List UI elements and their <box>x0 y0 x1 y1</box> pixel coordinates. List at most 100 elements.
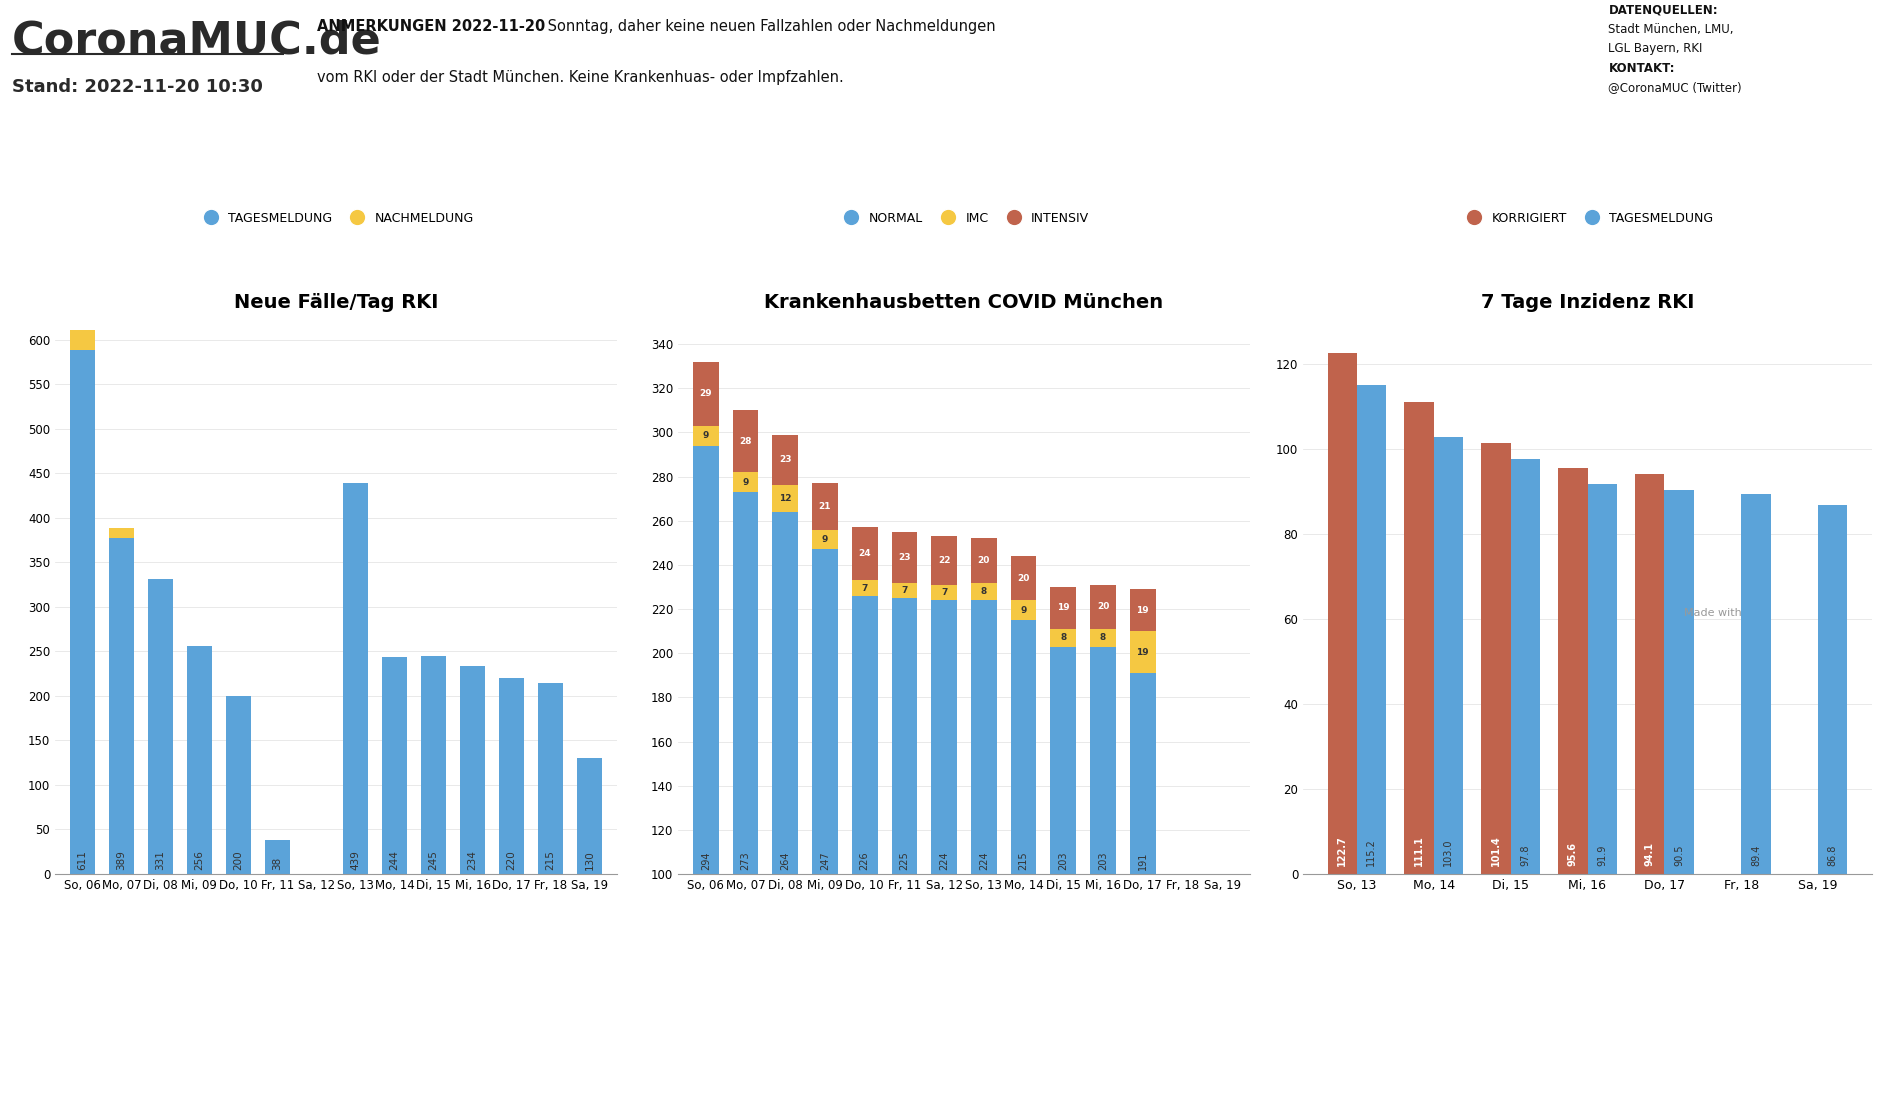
Bar <box>693 361 719 426</box>
Text: ANMERKUNGEN 2022-11-20: ANMERKUNGEN 2022-11-20 <box>318 19 546 34</box>
Text: 264: 264 <box>781 851 790 870</box>
Text: 7: 7 <box>862 584 868 593</box>
Title: 7 Tage Inzidenz RKI: 7 Tage Inzidenz RKI <box>1481 294 1694 312</box>
Text: 439: 439 <box>350 850 361 870</box>
Text: 611: 611 <box>77 850 87 870</box>
Text: 21: 21 <box>819 502 832 510</box>
Text: NORMAL    IMC    INTENSIV: NORMAL IMC INTENSIV <box>1033 208 1163 218</box>
Text: AKTUELL INFIZIERTE*: AKTUELL INFIZIERTE* <box>721 115 847 125</box>
Bar <box>971 583 997 600</box>
Bar <box>70 349 94 874</box>
Text: 38: 38 <box>273 856 282 870</box>
Bar <box>1090 629 1116 646</box>
Text: 2.748: 2.748 <box>726 145 841 178</box>
Text: 273: 273 <box>740 851 751 870</box>
Text: 89.4: 89.4 <box>1750 844 1762 865</box>
Bar <box>186 646 213 874</box>
Text: 12: 12 <box>779 494 792 503</box>
Text: 0,83: 0,83 <box>1366 145 1457 178</box>
Text: 244: 244 <box>390 850 399 870</box>
Text: 23: 23 <box>898 553 911 562</box>
Text: 122.7: 122.7 <box>1338 835 1348 865</box>
Text: INZIDENZ RKI: INZIDENZ RKI <box>1684 115 1765 125</box>
Text: 86.8: 86.8 <box>1827 844 1839 865</box>
Text: 245: 245 <box>429 850 439 870</box>
Text: Di-Sa, nicht nach: Di-Sa, nicht nach <box>1683 208 1767 218</box>
Bar <box>382 657 407 874</box>
Bar <box>853 596 877 874</box>
Bar <box>1011 600 1037 620</box>
Text: 86,8: 86,8 <box>1681 145 1769 178</box>
Bar <box>772 486 798 512</box>
Text: 215: 215 <box>546 850 555 870</box>
Bar <box>1050 587 1077 629</box>
Bar <box>147 579 173 874</box>
Text: Gesamt: 695.653: Gesamt: 695.653 <box>115 208 199 218</box>
Text: 111.1: 111.1 <box>1413 835 1425 865</box>
Bar <box>932 536 958 585</box>
Bar <box>932 600 958 874</box>
Bar <box>853 580 877 596</box>
Bar <box>811 529 837 549</box>
Bar <box>1404 403 1434 874</box>
Bar <box>1357 385 1385 874</box>
Text: 225: 225 <box>900 851 909 870</box>
Text: 389: 389 <box>117 850 126 870</box>
Text: Made with: Made with <box>1684 608 1743 618</box>
Bar <box>226 696 250 874</box>
Text: 20: 20 <box>1097 603 1108 612</box>
Bar <box>343 483 369 874</box>
Text: 226: 226 <box>860 851 869 870</box>
Bar <box>109 528 134 538</box>
Text: 203: 203 <box>1097 851 1108 870</box>
Bar <box>1818 506 1848 874</box>
Bar <box>693 446 719 874</box>
Text: Stadt München, LMU,: Stadt München, LMU, <box>1609 22 1733 36</box>
Text: KONTAKT:: KONTAKT: <box>1609 61 1675 75</box>
Bar <box>971 538 997 583</box>
Text: 7: 7 <box>941 588 947 597</box>
Text: 103.0: 103.0 <box>1443 838 1453 865</box>
Text: 101.4: 101.4 <box>1491 835 1502 865</box>
Text: KRANKENHAUSBETTEN COVID: KRANKENHAUSBETTEN COVID <box>1011 115 1186 125</box>
Text: BESTÄTIGTE FÄLLE: BESTÄTIGTE FÄLLE <box>104 115 211 125</box>
Bar <box>1558 468 1588 874</box>
Text: Stand: 2022-11-20 10:30: Stand: 2022-11-20 10:30 <box>11 78 263 96</box>
Text: 24: 24 <box>858 549 871 558</box>
Text: 224: 224 <box>979 851 988 870</box>
Text: 294: 294 <box>700 851 711 870</box>
Bar <box>1588 484 1617 874</box>
Bar <box>1434 437 1462 874</box>
Text: Gesamt: 2.357: Gesamt: 2.357 <box>435 208 506 218</box>
Bar <box>1129 632 1156 673</box>
Bar <box>1511 459 1539 874</box>
Text: 200: 200 <box>233 850 243 870</box>
Text: 331: 331 <box>156 850 166 870</box>
Text: 224: 224 <box>939 851 949 870</box>
Text: 9: 9 <box>742 477 749 487</box>
Legend: NORMAL, IMC, INTENSIV: NORMAL, IMC, INTENSIV <box>834 207 1093 230</box>
Text: 19: 19 <box>1058 604 1069 613</box>
Bar <box>892 598 917 874</box>
Bar <box>732 492 758 874</box>
Text: 97.8: 97.8 <box>1521 844 1530 865</box>
Bar <box>578 758 602 874</box>
Text: Feiertagen: Feiertagen <box>1699 229 1752 239</box>
Text: 90.5: 90.5 <box>1673 844 1684 865</box>
Text: k.A.: k.A. <box>431 145 510 178</box>
Text: 191: 191 <box>1139 851 1148 870</box>
Text: 130: 130 <box>585 850 595 870</box>
Text: 91.9: 91.9 <box>1598 844 1607 865</box>
Text: CoronaMUC.de: CoronaMUC.de <box>11 19 382 62</box>
Bar <box>1050 629 1077 646</box>
Bar <box>422 656 446 874</box>
Text: 8: 8 <box>1060 633 1067 643</box>
Text: 215: 215 <box>1018 851 1029 870</box>
Text: 28: 28 <box>740 437 751 446</box>
Text: 8: 8 <box>981 587 986 596</box>
Text: vom RKI oder der Stadt München. Keine Krankenhuas- oder Impfzahlen.: vom RKI oder der Stadt München. Keine Kr… <box>318 70 845 86</box>
Bar <box>892 532 917 583</box>
Text: * Genesene:  7 Tages Durchschnitt der Summe RKI vor 10 Tagen | Aktuell Infiziert: * Genesene: 7 Tages Durchschnitt der Sum… <box>484 960 1398 976</box>
Text: 19: 19 <box>1137 647 1150 656</box>
Text: REPRODUKTIONSWERT: REPRODUKTIONSWERT <box>1344 115 1479 125</box>
